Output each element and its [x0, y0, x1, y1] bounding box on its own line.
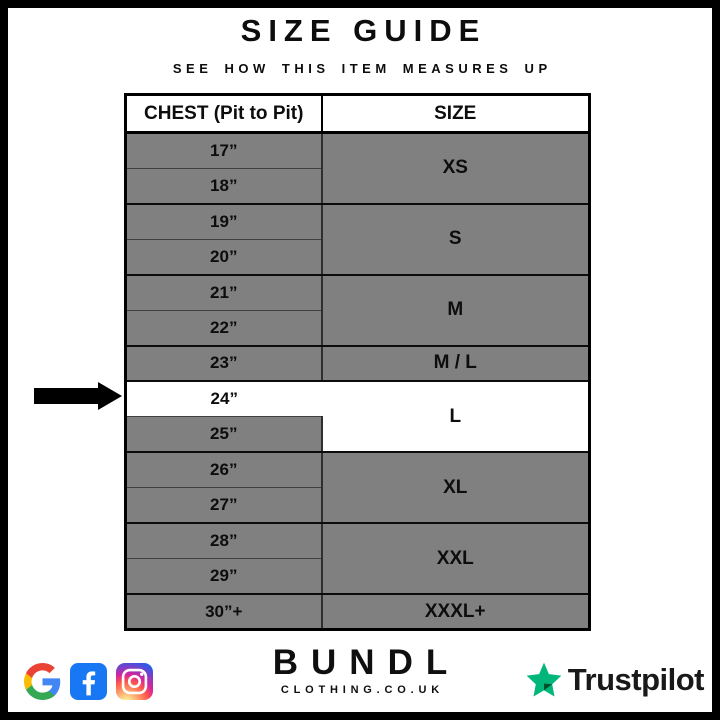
brand-domain: CLOTHING.CO.UK: [280, 684, 444, 696]
chest-cell: 22”: [125, 310, 323, 347]
table-row: 20”: [125, 239, 590, 276]
selection-arrow-icon: [34, 382, 122, 410]
page-title: SIZE GUIDE: [240, 13, 487, 48]
chest-cell: 17”: [125, 132, 323, 169]
table-row: 19” S: [125, 202, 590, 276]
size-cell: XL: [321, 451, 590, 524]
table-row: 23” M / L: [125, 344, 590, 382]
chest-cell: 20”: [125, 239, 323, 276]
chest-cell: 21”: [125, 274, 323, 311]
table-row: 28” XXL: [125, 522, 590, 595]
size-table-header: CHEST (Pit to Pit) SIZE: [124, 93, 591, 134]
chest-cell: 29”: [125, 558, 323, 595]
page-subtitle: SEE HOW THIS ITEM MEASURES UP: [172, 61, 552, 76]
table-row: 22”: [125, 310, 590, 347]
brand-name: BUNDL: [272, 643, 461, 682]
table-row: 27”: [125, 487, 590, 524]
size-column-header: SIZE: [320, 93, 591, 134]
size-cell: L: [321, 380, 590, 453]
chest-cell: 24”: [125, 381, 322, 417]
trustpilot-label: Trustpilot: [567, 662, 705, 697]
page-header: SIZE GUIDE SEE HOW THIS ITEM MEASURES UP: [0, 0, 720, 76]
size-table-body: 17” XS 18” 19” S 20” 21” M 22” 23” M / L 24” L 25” 26”…: [125, 131, 590, 631]
brand-logo: BUNDL CLOTHING.CO.UK: [0, 645, 720, 696]
chest-cell: 26”: [125, 452, 323, 488]
chest-cell: 30”+: [125, 594, 323, 631]
trustpilot-logo[interactable]: Trustpilot: [525, 661, 705, 699]
social-icons: [24, 663, 153, 700]
chest-cell: 19”: [125, 203, 323, 240]
chest-cell: 18”: [125, 168, 323, 205]
table-row: 17” XS: [125, 131, 590, 205]
size-table: CHEST (Pit to Pit) SIZE 17” XS 18” 19” S 20” 2…: [124, 93, 591, 631]
trustpilot-star-icon: [526, 662, 562, 697]
table-row: 29”: [125, 558, 590, 595]
size-cell: XXXL+: [321, 593, 590, 631]
header-row: CHEST (Pit to Pit) SIZE: [124, 93, 591, 134]
facebook-icon[interactable]: [70, 663, 107, 700]
chest-cell: 25”: [125, 416, 323, 453]
table-row: 18”: [125, 168, 590, 205]
table-row: 30”+ XXXL+: [125, 593, 590, 631]
instagram-icon[interactable]: [116, 663, 153, 700]
chest-column-header: CHEST (Pit to Pit): [124, 93, 323, 134]
size-cell: XS: [321, 131, 590, 205]
size-cell: M / L: [321, 344, 590, 382]
size-cell: S: [321, 202, 590, 276]
chest-cell: 23”: [125, 345, 323, 382]
chest-cell: 27”: [125, 487, 323, 524]
size-cell: M: [321, 273, 590, 347]
table-row: 24” L: [125, 380, 590, 453]
size-cell: XXL: [321, 522, 590, 595]
google-icon[interactable]: [24, 663, 61, 700]
table-row: 26” XL: [125, 451, 590, 524]
table-row: 25”: [125, 416, 590, 453]
chest-cell: 28”: [125, 523, 323, 559]
table-row: 21” M: [125, 273, 590, 347]
